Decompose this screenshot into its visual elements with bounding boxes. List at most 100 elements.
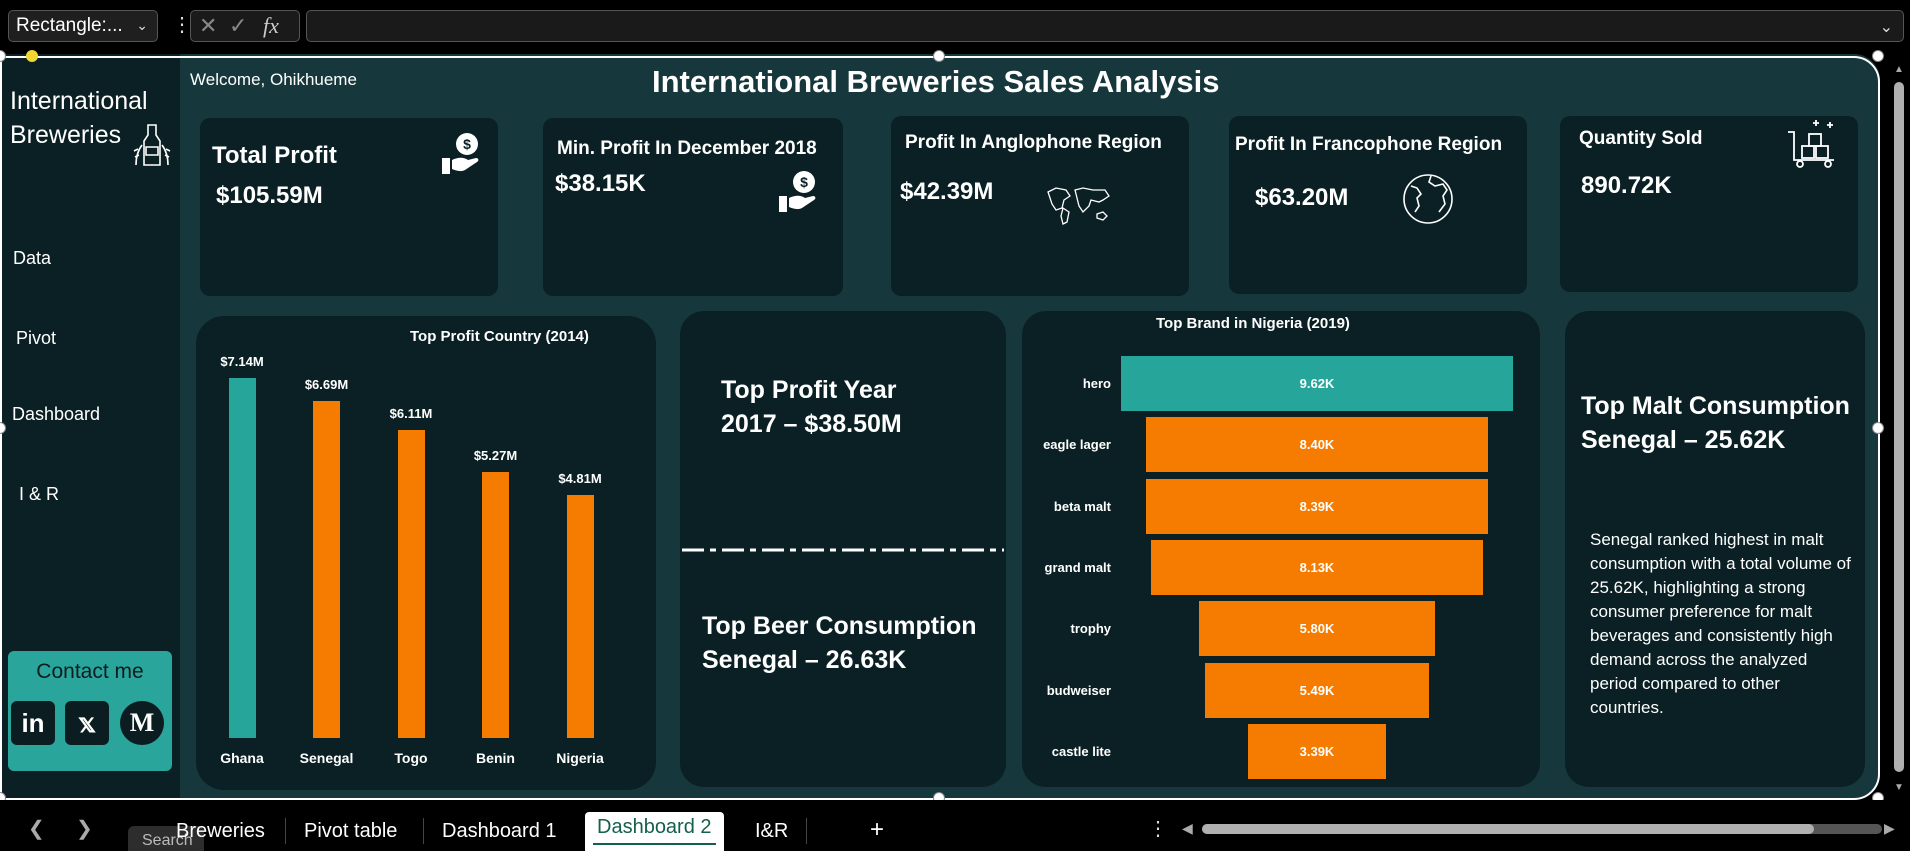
linkedin-icon[interactable]: in <box>11 701 55 745</box>
globe-icon <box>1403 174 1453 224</box>
name-box[interactable]: Rectangle:... ⌄ <box>8 10 158 42</box>
kpi-card-min-profit-dec-2018[interactable]: Min. Profit In December 2018 $38.15K $ <box>543 118 843 296</box>
tab-pivot-table[interactable]: Pivot table <box>304 820 398 842</box>
x-twitter-icon[interactable]: 𝕩 <box>65 701 109 745</box>
prev-sheet-icon[interactable]: ❮ <box>28 818 45 840</box>
top-beer-label: Top Beer Consumption <box>702 612 977 640</box>
bar-senegal <box>313 400 340 738</box>
nav-dashboard[interactable]: Dashboard <box>12 404 101 424</box>
money-hand-icon: $ <box>442 133 479 174</box>
kpi-card-quantity-sold[interactable]: Quantity Sold 890.72K <box>1560 116 1858 292</box>
kpi-title: Profit In Anglophone Region <box>905 132 1162 153</box>
medium-icon[interactable]: M <box>120 701 164 745</box>
horizontal-scroll-thumb[interactable] <box>1202 824 1814 834</box>
funnel-bar-castle-lite: 3.39K <box>1247 723 1387 779</box>
top-malt-label: Top Malt Consumption <box>1581 392 1850 420</box>
kpi-value: 890.72K <box>1581 172 1672 199</box>
scroll-left-icon[interactable]: ◀ <box>1182 820 1193 836</box>
tab-i-and-r[interactable]: I&R <box>755 820 789 842</box>
kpi-card-total-profit[interactable]: Total Profit $105.59M $ <box>200 118 498 296</box>
check-icon[interactable]: ✓ <box>229 13 248 38</box>
bar-ghana <box>228 378 256 738</box>
scroll-up-icon[interactable]: ▲ <box>1894 64 1904 75</box>
fx-icon[interactable]: fx <box>263 13 279 38</box>
chevron-down-icon[interactable]: ⌄ <box>136 17 148 33</box>
category-label: Benin <box>476 750 515 766</box>
more-sheets-icon[interactable]: ⋮ <box>1148 818 1168 840</box>
money-hand-icon: $ <box>779 171 816 212</box>
formula-input[interactable]: ⌄ <box>306 10 1904 42</box>
bar-data-label: $4.81M <box>558 471 602 487</box>
vertical-scroll-thumb[interactable] <box>1894 82 1904 772</box>
nav-i-and-r[interactable]: I & R <box>19 484 60 504</box>
tab-dashboard-2[interactable]: Dashboard 2 <box>585 812 724 851</box>
funnel-category-label: budweiser <box>1046 682 1111 698</box>
dash-dot-divider <box>682 548 1004 552</box>
resize-handle-top[interactable] <box>933 50 945 62</box>
funnel-category-label: trophy <box>1070 621 1111 637</box>
scroll-right-icon[interactable]: ▶ <box>1884 820 1895 836</box>
bar-data-label: $6.11M <box>389 405 433 421</box>
svg-text:$: $ <box>463 136 471 152</box>
tab-separator <box>806 818 807 844</box>
next-sheet-icon[interactable]: ❯ <box>76 818 93 840</box>
nav-data[interactable]: Data <box>13 248 52 268</box>
kpi-value: $38.15K <box>555 170 646 197</box>
cart-boxes-icon <box>1788 120 1834 168</box>
kpi-card-francophone-profit[interactable]: Profit In Francophone Region $63.20M <box>1229 116 1527 294</box>
category-label: Togo <box>394 750 428 766</box>
search-tooltip: Search <box>128 826 204 851</box>
expand-formula-icon[interactable]: ⌄ <box>1879 19 1893 36</box>
funnel-bar-hero: 9.62K <box>1121 356 1513 411</box>
resize-handle-top-right[interactable] <box>1872 50 1884 62</box>
kpi-title: Quantity Sold <box>1579 128 1703 149</box>
bar-togo <box>397 429 425 738</box>
malt-description: Senegal ranked highest in malt consumpti… <box>1590 530 1851 717</box>
top-beer-consumption: Top Beer Consumption Senegal – 26.63K <box>702 609 977 677</box>
chart-top-brand-nigeria: Top Brand in Nigeria (2019) 9.62K hero 8.4… <box>1022 311 1540 787</box>
sidebar: International Breweries Data Pivot Dashb… <box>0 54 180 800</box>
funnel-bar-grand-malt: 8.13K <box>1151 539 1483 595</box>
nav-pivot[interactable]: Pivot <box>16 328 57 348</box>
kpi-card-anglophone-profit[interactable]: Profit In Anglophone Region $42.39M <box>891 116 1189 296</box>
funnel-category-label: castle lite <box>1051 743 1111 759</box>
tab-breweries[interactable]: Breweries <box>176 820 265 842</box>
horizontal-scrollbar[interactable]: ◀ ▶ <box>1180 817 1900 839</box>
bar-data-label: $6.69M <box>304 376 349 392</box>
brand-title: International Breweries <box>10 84 148 152</box>
tab-separator <box>285 818 286 844</box>
cancel-icon[interactable]: ✕ <box>199 13 218 38</box>
top-profit-year-label: Top Profit Year <box>721 376 897 404</box>
funnel-bar-beta-malt: 8.39K <box>1146 478 1488 534</box>
beer-bottle-icon <box>133 124 171 166</box>
kpi-value: $42.39M <box>900 178 994 205</box>
category-label: Senegal <box>299 750 354 766</box>
contact-panel: Contact me in 𝕩 M <box>8 651 172 771</box>
kpi-value: $63.20M <box>1255 184 1349 211</box>
formula-bar: Rectangle:... ⌄ ⋮ ✕ ✓ fx ⌄ <box>0 0 1910 50</box>
top-malt-value: Senegal – 25.62K <box>1581 426 1786 454</box>
tab-separator <box>423 818 424 844</box>
chart-top-profit-country: Top Profit Country (2014) $7.14M Ghana $6.… <box>196 316 656 790</box>
vertical-scrollbar[interactable]: ▲ ▼ <box>1892 60 1906 800</box>
scroll-down-icon[interactable]: ▼ <box>1894 782 1904 793</box>
top-beer-value: Senegal – 26.63K <box>702 646 907 674</box>
tab-dashboard-1[interactable]: Dashboard 1 <box>442 820 557 842</box>
add-sheet-button[interactable]: + <box>870 816 885 843</box>
kpi-title: Total Profit <box>212 142 337 169</box>
more-options-icon[interactable]: ⋮ <box>172 14 192 36</box>
svg-text:$: $ <box>800 174 808 190</box>
bar-nigeria <box>566 495 594 738</box>
funnel-bar-eagle-lager: 8.40K <box>1145 417 1489 473</box>
funnel-category-label: hero <box>1082 376 1111 391</box>
funnel-category-label: eagle lager <box>1043 437 1111 453</box>
resize-handle-right[interactable] <box>1872 422 1884 434</box>
category-label: Ghana <box>220 750 264 766</box>
page-title: International Breweries Sales Analysis <box>652 64 1220 99</box>
funnel-category-label: beta malt <box>1053 498 1111 514</box>
adjust-handle[interactable] <box>26 50 38 62</box>
highlight-card-year-beer: Top Profit Year 2017 – $38.50M Top Beer … <box>680 311 1006 787</box>
chart-title: Top Profit Country (2014) <box>410 328 589 345</box>
sheet-tab-bar: ❮ ❯ Search Breweries Pivot table Dashboa… <box>0 800 1910 851</box>
bar-benin <box>482 472 509 738</box>
